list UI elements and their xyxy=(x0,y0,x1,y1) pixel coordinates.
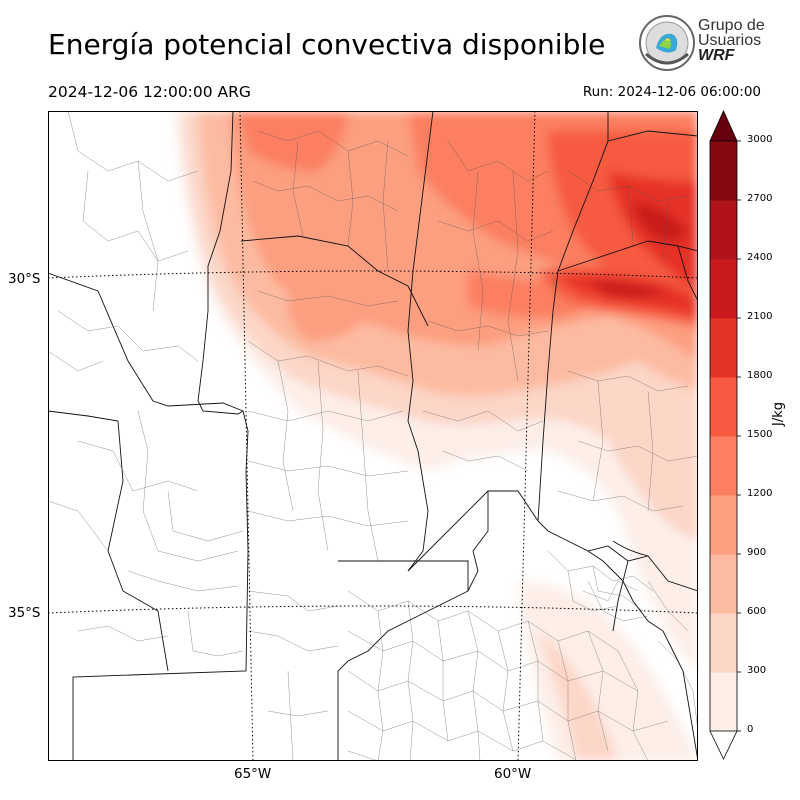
lat-label-30s: 30°S xyxy=(8,271,41,287)
colorbar-tick-label: 300 xyxy=(747,665,767,676)
colorbar xyxy=(709,110,741,760)
colorbar-tick-label: 1500 xyxy=(747,429,773,440)
colorbar-tick-label: 900 xyxy=(747,547,767,558)
buenos-aires-partidos xyxy=(347,550,698,761)
cape-map xyxy=(48,111,698,761)
colorbar-band xyxy=(710,259,737,319)
colorbar-tick-label: 600 xyxy=(747,606,767,617)
colorbar-band xyxy=(710,672,737,732)
colorbar-band xyxy=(710,141,737,201)
logo-text-line1: Grupo de xyxy=(698,17,765,34)
lon-label-60w: 60°W xyxy=(494,766,532,782)
lat-label-35s: 35°S xyxy=(8,605,41,621)
colorbar-band xyxy=(710,613,737,673)
colorbar-tick-label: 0 xyxy=(747,724,754,735)
colorbar-tick-label: 2100 xyxy=(747,311,773,322)
valid-time: 2024-12-06 12:00:00 ARG xyxy=(48,83,251,101)
colorbar-tick-label: 2400 xyxy=(747,252,773,263)
colorbar-tick-label: 2700 xyxy=(747,193,773,204)
colorbar-band xyxy=(710,200,737,260)
colorbar-tick-label: 1800 xyxy=(747,370,773,381)
colorbar-band xyxy=(710,436,737,496)
province-borders xyxy=(48,111,698,761)
colorbar-extend-max xyxy=(709,110,738,142)
lon-label-65w: 65°W xyxy=(234,766,272,782)
chart-title: Energía potencial convectiva disponible xyxy=(48,28,606,61)
logo-text-line2: Usuarios xyxy=(698,32,762,49)
department-borders xyxy=(48,111,698,761)
coastline xyxy=(587,540,698,761)
colorbar-extend-min xyxy=(709,730,738,760)
globe-logo-icon xyxy=(639,15,695,71)
logo-text-line3: WRF xyxy=(698,47,735,64)
colorbar-tick-label: 3000 xyxy=(747,134,773,145)
run-time: Run: 2024-12-06 06:00:00 xyxy=(582,84,761,100)
grupo-wrf-logo: Grupo de Usuarios WRF xyxy=(638,14,768,74)
colorbar-unit: J/kg xyxy=(771,402,786,426)
colorbar-band xyxy=(710,554,737,614)
colorbar-band xyxy=(710,318,737,378)
map-frame xyxy=(48,111,698,761)
colorbar-band xyxy=(710,495,737,555)
cape-field xyxy=(173,111,698,761)
graticule xyxy=(48,111,698,761)
colorbar-band xyxy=(710,377,737,437)
colorbar-tick-label: 1200 xyxy=(747,488,773,499)
